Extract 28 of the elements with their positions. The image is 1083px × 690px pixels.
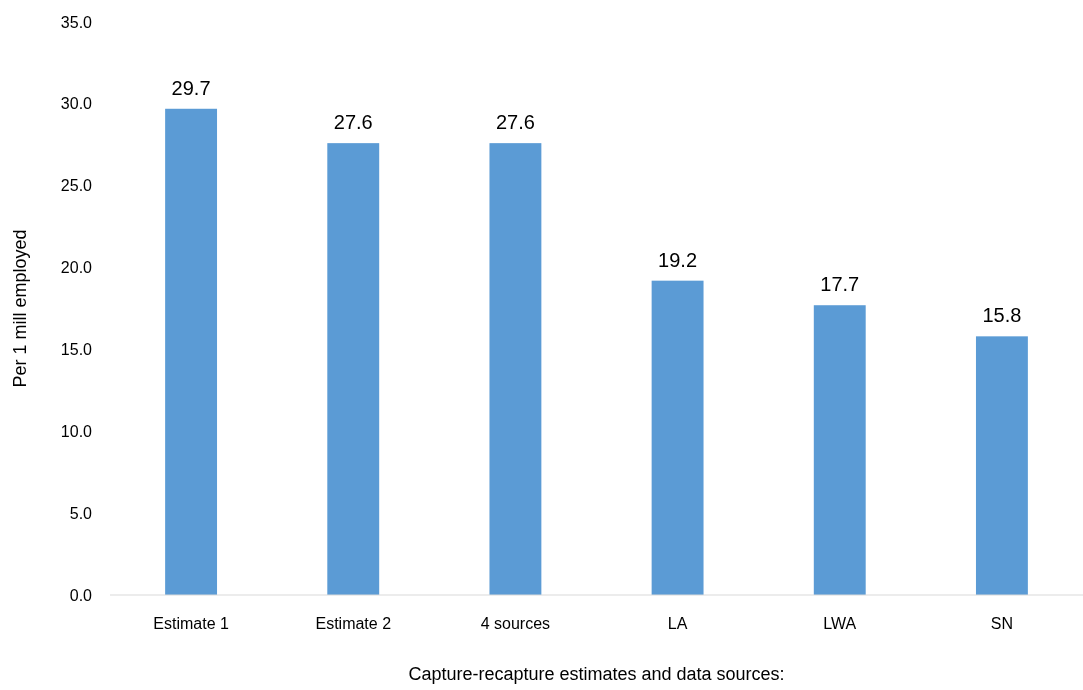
data-label: 19.2: [658, 248, 698, 271]
x-tick-label: LWA: [823, 615, 857, 632]
data-label: 15.8: [982, 304, 1022, 327]
bar: [975, 336, 1028, 595]
y-tick-label: 25.0: [60, 177, 93, 195]
y-tick-label: 10.0: [60, 422, 93, 440]
y-tick-label: 5.0: [69, 504, 93, 522]
x-tick-label: Estimate 2: [315, 615, 392, 632]
bar: [165, 108, 218, 595]
bar: [489, 143, 542, 595]
x-tick-label: 4 sources: [480, 615, 551, 632]
x-tick-label: SN: [990, 615, 1014, 632]
y-tick-label: 20.0: [60, 259, 93, 277]
bar: [651, 280, 704, 595]
y-tick-label: 35.0: [60, 13, 93, 31]
y-tick-label: 15.0: [60, 341, 93, 359]
y-tick-label: 0.0: [69, 586, 93, 604]
y-tick-label: 30.0: [60, 95, 93, 113]
x-tick-label: Estimate 1: [153, 615, 229, 632]
y-axis-title: Per 1 mill employed: [10, 229, 30, 388]
x-axis-title: Capture-recapture estimates and data sources:: [408, 664, 785, 684]
bar: [813, 305, 866, 595]
bar: [327, 143, 380, 595]
x-tick-label: LA: [667, 615, 688, 632]
data-label: 17.7: [820, 273, 860, 296]
data-label: 29.7: [171, 76, 211, 99]
data-label: 27.6: [333, 111, 373, 134]
data-label: 27.6: [495, 111, 535, 134]
